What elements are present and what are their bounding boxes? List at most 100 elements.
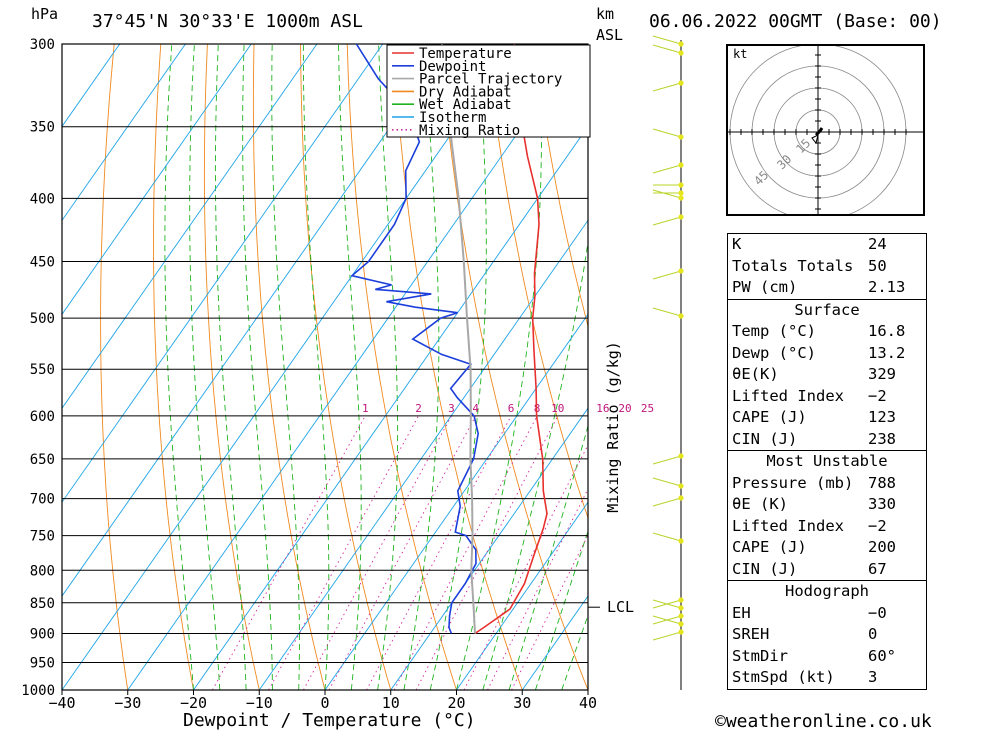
dry-adiabat bbox=[300, 44, 392, 690]
plot-frame bbox=[61, 43, 589, 691]
stat-value: −2 bbox=[868, 386, 887, 405]
x-tick-label: −30 bbox=[114, 694, 141, 712]
stat-value: 329 bbox=[868, 365, 896, 383]
stat-value: 200 bbox=[868, 538, 896, 556]
stat-label: CAPE (J) bbox=[732, 538, 807, 556]
stat-label: θE(K) bbox=[732, 365, 779, 383]
stat-label: Totals Totals bbox=[732, 256, 854, 275]
wet-adiabat bbox=[482, 239, 588, 690]
wind-barb-dot bbox=[678, 41, 684, 47]
wet-adiabat bbox=[403, 44, 440, 690]
isotherm bbox=[456, 501, 588, 690]
dry-adiabat bbox=[533, 44, 588, 328]
stat-value: 60° bbox=[868, 646, 896, 665]
stat-value: 50 bbox=[868, 256, 887, 275]
wind-barb bbox=[652, 631, 682, 641]
hodograph-ring-label: 30 bbox=[774, 152, 794, 172]
stat-value: 123 bbox=[868, 408, 896, 426]
x-tick-label: 40 bbox=[579, 694, 597, 712]
x-axis-label: Dewpoint / Temperature (°C) bbox=[183, 710, 476, 731]
pressure-tick-label: 600 bbox=[30, 409, 55, 425]
hodograph-panel: 15 30 45 kt bbox=[726, 44, 925, 216]
pressure-tick-label: 850 bbox=[30, 596, 55, 612]
pressure-tick-label: 750 bbox=[30, 529, 55, 545]
hodograph-trace bbox=[814, 127, 824, 137]
most-unstable-section-row: Lifted Index −2 bbox=[728, 516, 926, 538]
mixing-ratio-label: 1 bbox=[362, 402, 369, 415]
index-row: PW (cm) 2.13 bbox=[728, 277, 926, 299]
location-title: 37°45'N 30°33'E 1000m ASL bbox=[92, 11, 363, 32]
most-unstable-section-row: CIN (J) 67 bbox=[728, 559, 926, 581]
stat-value: −0 bbox=[868, 603, 887, 622]
surface-section-title: Surface bbox=[794, 300, 860, 319]
lcl-label: LCL bbox=[607, 598, 634, 616]
surface-section-row: θE(K) 329 bbox=[728, 364, 926, 386]
wind-barb-dot bbox=[678, 50, 684, 56]
dry-adiabat bbox=[393, 44, 523, 690]
wet-adiabat bbox=[189, 44, 221, 690]
pressure-tick-label: 300 bbox=[30, 37, 55, 53]
wind-barb-dot bbox=[678, 313, 684, 319]
stat-label: EH bbox=[732, 603, 751, 622]
series-line-dewpoint bbox=[350, 44, 480, 634]
mixing-ratio-label: 2 bbox=[415, 402, 422, 415]
wind-barb bbox=[652, 532, 682, 542]
x-tick-label: 0 bbox=[320, 694, 329, 712]
mixing-ratio-line bbox=[328, 415, 477, 690]
surface-section-row: Temp (°C) 16.8 bbox=[728, 321, 926, 343]
legend-label: Wet Adiabat bbox=[419, 97, 512, 113]
wet-adiabat bbox=[242, 44, 273, 690]
surface-section-row: CAPE (J) 123 bbox=[728, 407, 926, 429]
wind-barb bbox=[652, 82, 682, 92]
copyright-label: ©weatheronline.co.uk bbox=[715, 711, 932, 732]
legend-label: Isotherm bbox=[419, 110, 486, 126]
isotherm bbox=[62, 44, 449, 597]
stat-label: StmSpd (kt) bbox=[732, 668, 835, 686]
hodograph-section-row: SREH 0 bbox=[728, 624, 926, 646]
pressure-tick-label: 450 bbox=[30, 255, 55, 271]
wind-barb-dot bbox=[678, 182, 684, 188]
wet-adiabat bbox=[338, 44, 362, 690]
wind-barb bbox=[652, 216, 682, 226]
wind-barb-dot bbox=[678, 162, 684, 168]
surface-section: Surface Temp (°C) 16.8 Dewp (°C) 13.2 θE(K) 32… bbox=[728, 298, 926, 451]
wind-barb-dot bbox=[678, 195, 684, 201]
wet-adiabat bbox=[534, 529, 588, 690]
dry-adiabat bbox=[100, 44, 129, 690]
wind-barb-dot bbox=[678, 538, 684, 544]
x-tick-label: −20 bbox=[180, 694, 207, 712]
wet-adiabat bbox=[429, 44, 487, 690]
pressure-tick-label: 350 bbox=[30, 120, 55, 136]
stat-value: 330 bbox=[868, 495, 896, 513]
wind-barb-dot bbox=[678, 597, 684, 603]
stats-table: K 24 Totals Totals 50 PW (cm) 2.13 Surface Temp… bbox=[727, 233, 927, 690]
stat-value: 238 bbox=[868, 429, 896, 448]
mixing-ratio-label: 25 bbox=[641, 402, 654, 415]
isotherm bbox=[62, 44, 515, 690]
wet-adiabat bbox=[214, 44, 247, 690]
isotherm bbox=[324, 313, 588, 690]
hodograph-section-row: StmSpd (kt) 3 bbox=[728, 667, 926, 689]
mixing-ratio-line bbox=[303, 415, 452, 690]
wind-barb-dot bbox=[678, 621, 684, 627]
surface-section-row: Lifted Index −2 bbox=[728, 386, 926, 408]
wind-barb bbox=[652, 189, 682, 199]
dry-adiabat bbox=[947, 26, 1000, 690]
wind-barb-dot bbox=[678, 268, 684, 274]
wind-barb-dot bbox=[678, 134, 684, 140]
stat-label: CAPE (J) bbox=[732, 408, 807, 426]
hodograph-ring-label: 15 bbox=[793, 136, 813, 156]
isotherm bbox=[127, 44, 581, 690]
mixing-ratio-line bbox=[212, 415, 366, 690]
pressure-tick-label: 550 bbox=[30, 362, 55, 378]
stat-value: 24 bbox=[868, 235, 887, 253]
wind-barb bbox=[652, 128, 682, 138]
hodograph-section-row: EH −0 bbox=[728, 603, 926, 625]
mixing-ratio-label: 20 bbox=[618, 402, 631, 415]
wind-barb bbox=[652, 477, 682, 487]
stat-label: θE (K) bbox=[732, 495, 788, 513]
index-row: K 24 bbox=[728, 234, 926, 256]
wet-adiabat bbox=[302, 44, 330, 690]
mixing-ratio-label: 4 bbox=[472, 402, 479, 415]
wind-barb bbox=[652, 599, 682, 609]
